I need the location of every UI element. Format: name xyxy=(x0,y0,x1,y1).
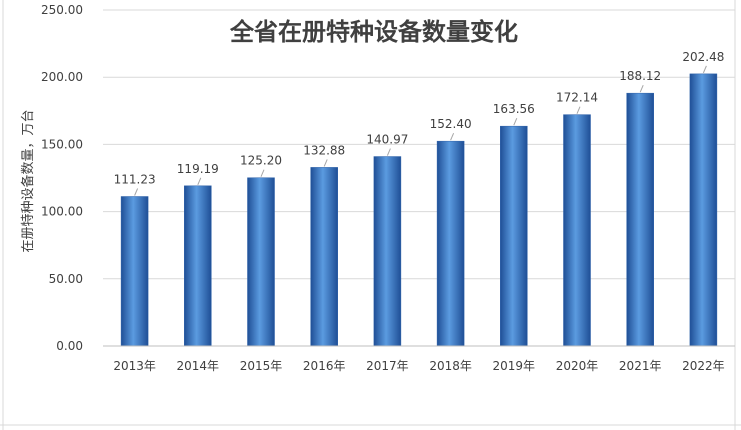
x-tick-label: 2017年 xyxy=(366,359,409,373)
data-label: 202.48 xyxy=(682,50,724,64)
data-label: 163.56 xyxy=(493,102,535,116)
y-tick-label: 200.00 xyxy=(41,70,83,84)
axes: 0.00 50.00 100.00 150.00 200.00 250.00 2013年 20… xyxy=(41,3,735,373)
data-label-leader xyxy=(513,117,518,126)
bars xyxy=(120,73,718,347)
y-axis-title: 在册特种设备数量，万台 xyxy=(20,109,36,252)
y-tick-label: 150.00 xyxy=(41,137,83,151)
bar xyxy=(184,185,212,347)
data-label: 140.97 xyxy=(366,133,408,147)
data-label: 111.23 xyxy=(114,173,156,187)
bar xyxy=(373,156,402,347)
bar xyxy=(563,114,591,347)
data-label-leader xyxy=(702,65,707,74)
bar xyxy=(247,177,275,347)
x-tick-label: 2013年 xyxy=(113,359,156,373)
y-tick-label: 50.00 xyxy=(49,272,83,286)
y-tick-label: 250.00 xyxy=(41,3,83,17)
data-label-leader xyxy=(639,84,644,93)
data-label-leader xyxy=(260,169,265,177)
x-tick-label: 2016年 xyxy=(303,359,346,373)
data-label: 119.19 xyxy=(177,162,219,176)
data-labels: 111.23 119.19 125.20 132.88 140.97 152.40 163.… xyxy=(114,50,724,196)
data-label: 188.12 xyxy=(619,69,661,83)
data-label-leader xyxy=(134,188,139,196)
y-tick-label: 0.00 xyxy=(56,339,83,353)
x-tick-label: 2018年 xyxy=(429,359,472,373)
x-tick-label: 2020年 xyxy=(556,359,599,373)
bar xyxy=(120,196,149,347)
data-label-leader xyxy=(323,159,328,167)
chart-title: 全省在册特种设备数量变化 xyxy=(229,17,518,46)
bar xyxy=(436,140,465,347)
bar xyxy=(626,92,654,347)
x-tick-label: 2015年 xyxy=(240,359,283,373)
data-label: 152.40 xyxy=(430,117,472,131)
bar xyxy=(310,167,338,347)
data-label-leader xyxy=(576,106,581,114)
bar xyxy=(500,125,528,347)
data-label-leader xyxy=(386,148,391,156)
data-label-leader xyxy=(450,132,455,141)
data-label: 125.20 xyxy=(240,154,282,168)
data-label: 132.88 xyxy=(303,143,345,157)
data-label-leader xyxy=(197,177,202,186)
x-tick-label: 2022年 xyxy=(682,359,725,373)
bar xyxy=(689,73,718,347)
x-tick-label: 2021年 xyxy=(619,359,662,373)
x-tick-label: 2014年 xyxy=(177,359,220,373)
data-label: 172.14 xyxy=(556,91,598,105)
y-tick-label: 100.00 xyxy=(41,205,83,219)
x-tick-label: 2019年 xyxy=(493,359,536,373)
